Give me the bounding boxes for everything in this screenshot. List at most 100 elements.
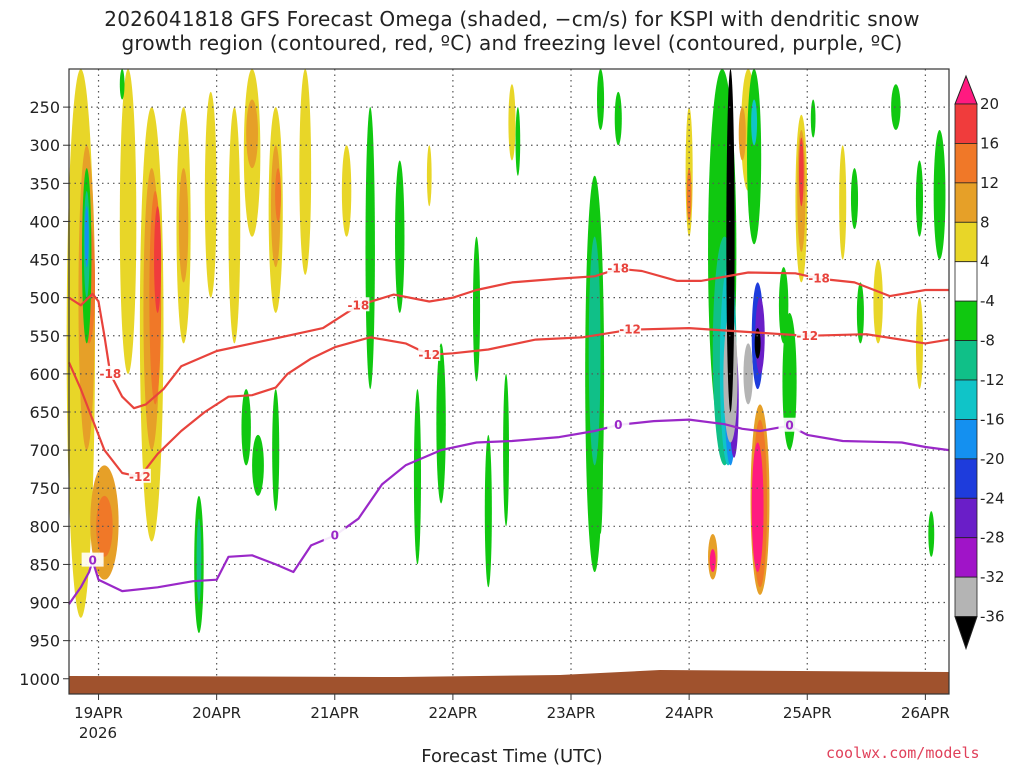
omega-shaded-region bbox=[810, 99, 816, 138]
omega-shaded-region bbox=[196, 518, 202, 603]
y-tick-label: 900 bbox=[29, 594, 60, 613]
y-tick-label: 300 bbox=[29, 136, 60, 155]
omega-shaded-region bbox=[726, 69, 735, 412]
colorbar-label: -32 bbox=[980, 568, 1005, 586]
colorbar-swatch bbox=[954, 419, 978, 460]
omega-shaded-region bbox=[873, 259, 883, 344]
y-tick-label: 550 bbox=[29, 327, 60, 346]
ground-surface bbox=[69, 670, 949, 694]
contour-label-bg bbox=[607, 416, 630, 431]
colorbar-label: -12 bbox=[980, 371, 1005, 389]
contour-label-bg bbox=[128, 468, 151, 483]
omega-shaded-region bbox=[778, 267, 789, 344]
credit-link[interactable]: coolwx.com/models bbox=[826, 744, 980, 762]
omega-shaded-region bbox=[275, 168, 282, 222]
colorbar-label: -16 bbox=[980, 410, 1005, 428]
omega-shaded-region bbox=[436, 343, 446, 504]
y-tick-label: 450 bbox=[29, 251, 60, 270]
omega-shaded-region bbox=[395, 160, 405, 313]
colorbar-swatch bbox=[954, 576, 978, 617]
y-tick-label: 500 bbox=[29, 289, 60, 308]
colorbar-label: 12 bbox=[980, 174, 999, 192]
contour-label-bg bbox=[619, 321, 642, 336]
omega-shaded-region bbox=[614, 91, 622, 146]
contour-label: 0 bbox=[614, 418, 622, 432]
omega-shaded-region bbox=[413, 389, 422, 565]
omega-shaded-region bbox=[119, 69, 137, 374]
omega-shaded-region bbox=[747, 69, 762, 245]
omega-shaded-region bbox=[272, 389, 280, 512]
omega-shaded-region bbox=[341, 145, 352, 237]
colorbar-label: 4 bbox=[980, 253, 990, 271]
omega-shaded-region bbox=[178, 168, 189, 283]
omega-shaded-region bbox=[96, 495, 113, 557]
contour-minus12 bbox=[67, 327, 950, 478]
contour-label: -18 bbox=[99, 367, 121, 381]
omega-shaded-region bbox=[798, 137, 804, 207]
omega-shaded-region bbox=[119, 69, 125, 100]
colorbar-label: 8 bbox=[980, 213, 990, 231]
y-tick-label: 950 bbox=[29, 632, 60, 651]
x-axis: 2026 19APR 20APR 21APR 22APR 23APR 24APR 25APR… bbox=[74, 694, 950, 742]
x-axis-label: Forecast Time (UTC) bbox=[421, 746, 603, 767]
contour-label-bg bbox=[796, 327, 819, 342]
contour-label-bg bbox=[323, 527, 346, 542]
y-tick-label: 850 bbox=[29, 555, 60, 574]
contour-label: -12 bbox=[418, 348, 440, 362]
contour-minus18 bbox=[68, 267, 949, 410]
colorbar-swatch bbox=[954, 340, 978, 381]
x-tick-year: 2026 bbox=[79, 724, 117, 742]
x-tick-label: 20APR bbox=[192, 704, 241, 722]
contour-lines: -12 -12 -12 -12 -18 -18 -18 -18 0 0 0 0 bbox=[67, 260, 950, 605]
contour-label: 0 bbox=[88, 554, 96, 568]
omega-shaded-region bbox=[686, 168, 692, 222]
omega-shaded-region bbox=[241, 389, 251, 466]
omega-shaded-region bbox=[751, 99, 758, 146]
contour-label-bg bbox=[99, 365, 122, 380]
y-tick-label: 650 bbox=[29, 403, 60, 422]
omega-shaded-region bbox=[839, 145, 847, 260]
omega-shaded-region bbox=[508, 84, 516, 161]
omega-shaded-region bbox=[588, 236, 601, 466]
omega-shaded-region bbox=[246, 99, 258, 169]
colorbar-swatch bbox=[954, 537, 978, 578]
y-axis: 250 300 350 400 450 500 550 600 650 700 750 800 850 9… bbox=[19, 98, 69, 689]
x-tick-label: 26APR bbox=[901, 704, 950, 722]
omega-shaded-region bbox=[782, 312, 797, 451]
omega-shaded-region bbox=[299, 69, 312, 275]
plot-frame bbox=[68, 68, 950, 695]
omega-shaded-region bbox=[472, 236, 481, 382]
omega-shaded-region bbox=[754, 328, 761, 359]
y-tick-label: 750 bbox=[29, 479, 60, 498]
y-tick-label: 250 bbox=[29, 98, 60, 117]
omega-shaded-region bbox=[928, 511, 935, 557]
omega-shaded-region bbox=[84, 206, 89, 268]
omega-shaded-region bbox=[426, 145, 432, 207]
y-tick-label: 1000 bbox=[19, 670, 60, 689]
contour-label: -18 bbox=[348, 298, 370, 312]
colorbar-label: 16 bbox=[980, 134, 999, 152]
omega-shaded-region bbox=[933, 129, 946, 260]
omega-shaded-region bbox=[228, 107, 241, 344]
x-tick-label: 19APR bbox=[74, 704, 123, 722]
x-tick-label: 25APR bbox=[783, 704, 832, 722]
contour-label: -18 bbox=[808, 272, 830, 286]
omega-shaded-region bbox=[515, 107, 521, 176]
omega-shaded-region bbox=[751, 442, 764, 573]
colorbar-swatch bbox=[954, 221, 978, 263]
contour-label-bg bbox=[418, 346, 441, 361]
omega-shaded-region bbox=[850, 168, 859, 230]
chart-title-line-1: 2026041818 GFS Forecast Omega (shaded, −… bbox=[104, 7, 920, 31]
omega-shaded-region bbox=[597, 69, 605, 130]
y-tick-label: 700 bbox=[29, 441, 60, 460]
contour-label-bg bbox=[778, 417, 801, 432]
colorbar-swatch bbox=[954, 103, 978, 144]
colorbar-bottom-arrow bbox=[954, 616, 978, 651]
colorbar-top-arrow bbox=[954, 74, 978, 105]
colorbar-swatch bbox=[954, 497, 978, 539]
colorbar-label: -36 bbox=[980, 608, 1005, 626]
colorbar-label: -24 bbox=[980, 489, 1005, 507]
omega-shaded-region bbox=[365, 107, 375, 390]
colorbar-swatch bbox=[954, 261, 978, 302]
